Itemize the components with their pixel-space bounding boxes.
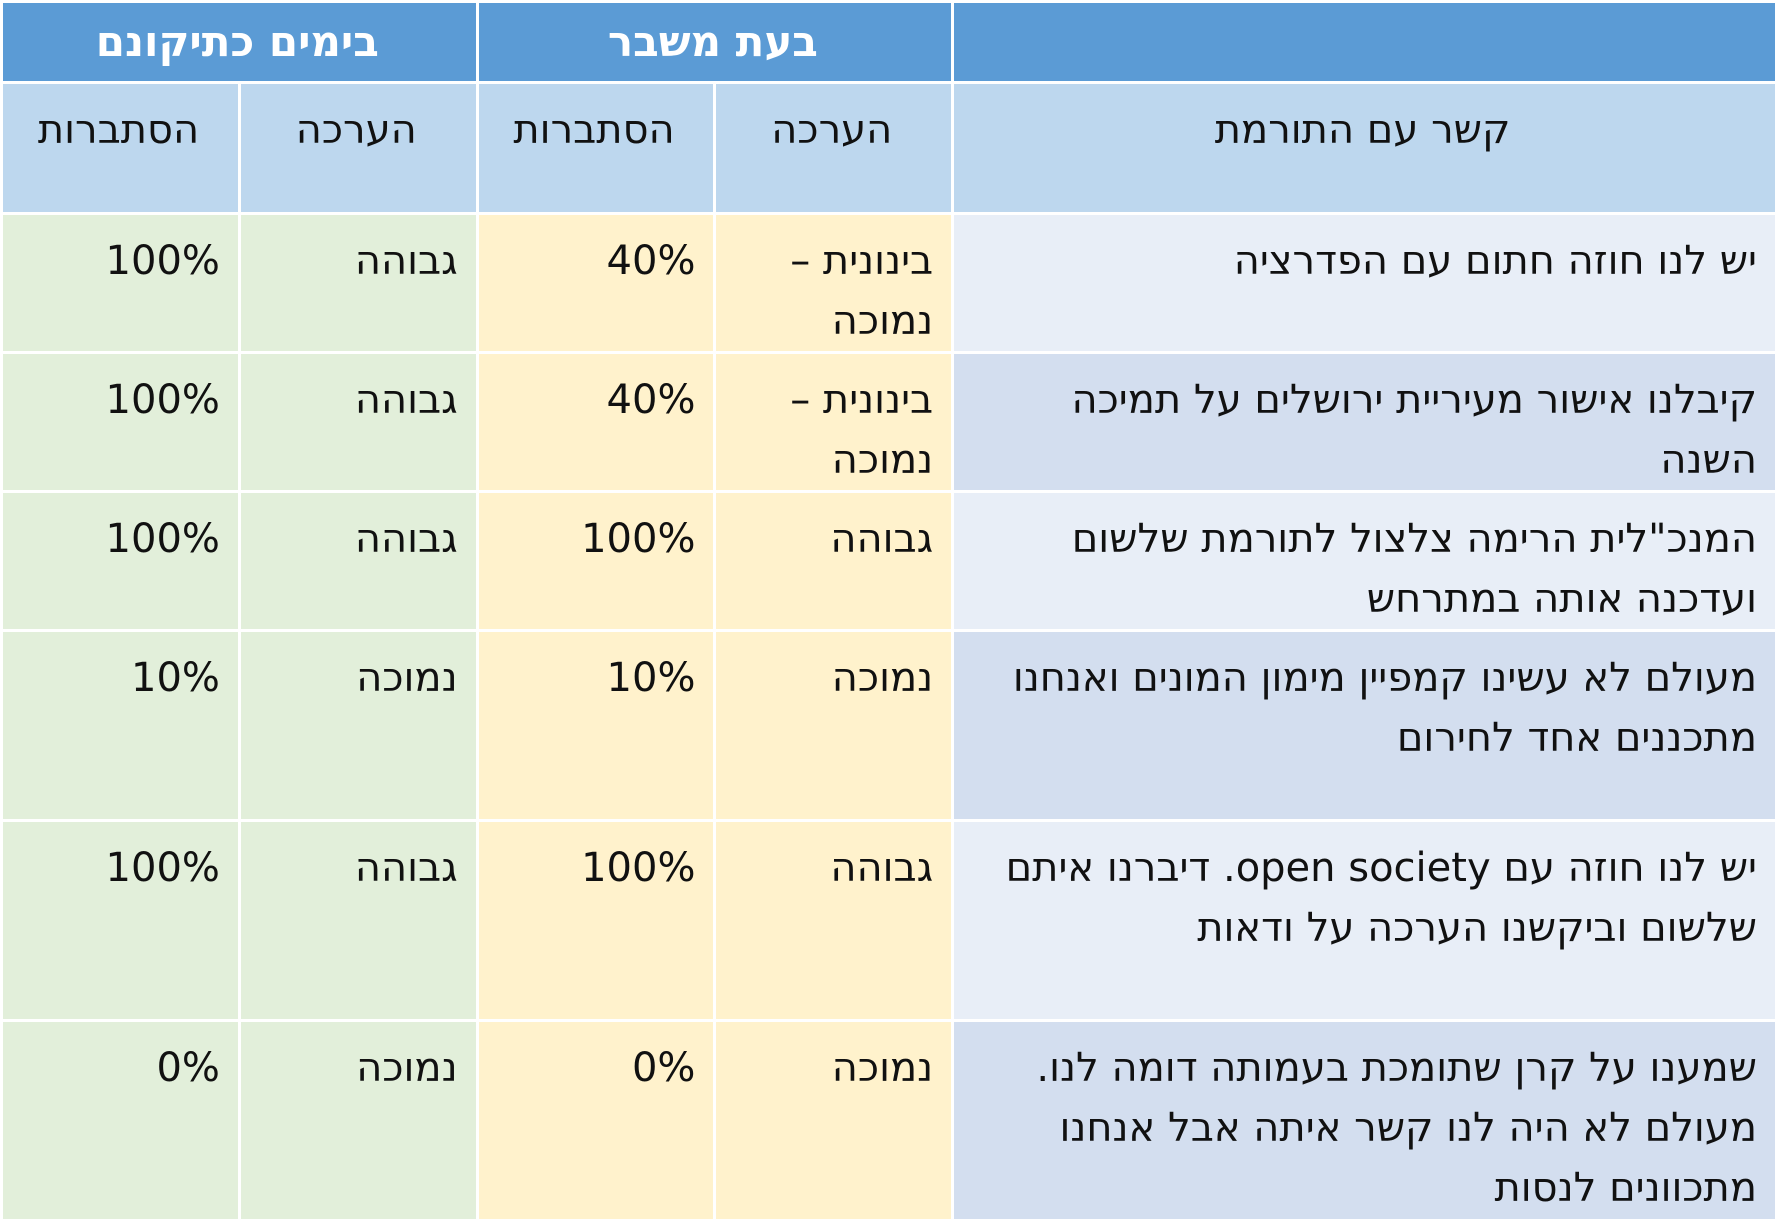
crisis-probability-cell: 0% xyxy=(475,1019,717,1222)
crisis-probability-text: 10% xyxy=(606,655,696,701)
crisis-probability-cell: 100% xyxy=(475,490,717,632)
row-description-text: קיבלנו אישור מעיריית ירושלים על תמיכה הש… xyxy=(1071,377,1757,483)
row-description-text: יש לנו חוזה עם open society. דיברנו איתם… xyxy=(1005,845,1757,951)
table-row: קיבלנו אישור מעיריית ירושלים על תמיכה הש… xyxy=(0,351,1778,493)
crisis-assessment-text: גבוהה xyxy=(830,845,934,891)
table-row: שמענו על קרן שתומכת בעמותה דומה לנו. מעו… xyxy=(0,1019,1778,1222)
normal-probability-cell: 10% xyxy=(0,629,241,822)
table-row: מעולם לא עשינו קמפיין מימון המונים ואנחנ… xyxy=(0,629,1778,822)
crisis-assessment-text: בינונית – נמוכה xyxy=(790,377,934,483)
column-header-row: קשר עם התורמת הערכה הסתברות הערכה הסתברו… xyxy=(0,81,1778,215)
normal-probability-text: 100% xyxy=(105,377,220,423)
crisis-probability-text: 100% xyxy=(581,845,696,891)
crisis-probability-text: 40% xyxy=(606,238,696,284)
normal-probability-text: 100% xyxy=(105,238,220,284)
header-normal-assessment-label: הערכה xyxy=(295,107,417,153)
normal-probability-text: 100% xyxy=(105,845,220,891)
crisis-assessment-cell: נמוכה xyxy=(713,1019,955,1222)
row-description-text: יש לנו חוזה חתום עם הפדרציה xyxy=(1233,238,1757,284)
table-row: יש לנו חוזה עם open society. דיברנו איתם… xyxy=(0,819,1778,1022)
crisis-assessment-cell: בינונית – נמוכה xyxy=(713,351,955,493)
normal-probability-text: 0% xyxy=(156,1045,220,1091)
header-crisis-probability: הסתברות xyxy=(475,81,717,215)
crisis-probability-cell: 100% xyxy=(475,819,717,1022)
normal-probability-cell: 100% xyxy=(0,819,241,1022)
row-description: יש לנו חוזה עם open society. דיברנו איתם… xyxy=(951,819,1778,1022)
crisis-probability-cell: 10% xyxy=(475,629,717,822)
table-row: המנכ"לית הרימה צלצול לתורמת שלשום ועדכנה… xyxy=(0,490,1778,632)
group-normal-label: בימים כתיקונם xyxy=(95,17,379,66)
table-row: יש לנו חוזה חתום עם הפדרציה בינונית – נמ… xyxy=(0,212,1778,354)
normal-assessment-cell: גבוהה xyxy=(237,819,479,1022)
header-crisis-assessment-label: הערכה xyxy=(771,107,893,153)
header-connection-label: קשר עם התורמת xyxy=(1214,107,1511,153)
normal-assessment-text: גבוהה xyxy=(354,516,458,562)
header-connection: קשר עם התורמת xyxy=(951,81,1778,215)
crisis-probability-text: 40% xyxy=(606,377,696,423)
normal-assessment-cell: גבוהה xyxy=(237,351,479,493)
crisis-assessment-cell: נמוכה xyxy=(713,629,955,822)
normal-assessment-cell: גבוהה xyxy=(237,212,479,354)
crisis-assessment-cell: גבוהה xyxy=(713,490,955,632)
row-description: קיבלנו אישור מעיריית ירושלים על תמיכה הש… xyxy=(951,351,1778,493)
crisis-assessment-cell: בינונית – נמוכה xyxy=(713,212,955,354)
crisis-assessment-text: בינונית – נמוכה xyxy=(790,238,934,344)
normal-assessment-cell: גבוהה xyxy=(237,490,479,632)
row-description: שמענו על קרן שתומכת בעמותה דומה לנו. מעו… xyxy=(951,1019,1778,1222)
crisis-assessment-text: גבוהה xyxy=(830,516,934,562)
normal-assessment-text: גבוהה xyxy=(354,377,458,423)
normal-probability-text: 100% xyxy=(105,516,220,562)
crisis-probability-text: 100% xyxy=(581,516,696,562)
row-description: המנכ"לית הרימה צלצול לתורמת שלשום ועדכנה… xyxy=(951,490,1778,632)
group-header-crisis: בעת משבר xyxy=(475,0,955,84)
crisis-probability-cell: 40% xyxy=(475,212,717,354)
row-description-text: שמענו על קרן שתומכת בעמותה דומה לנו. מעו… xyxy=(1036,1045,1757,1211)
normal-assessment-text: נמוכה xyxy=(356,655,458,701)
crisis-assessment-cell: גבוהה xyxy=(713,819,955,1022)
row-description: יש לנו חוזה חתום עם הפדרציה xyxy=(951,212,1778,354)
group-header-row: בעת משבר בימים כתיקונם xyxy=(0,0,1778,84)
header-normal-probability: הסתברות xyxy=(0,81,241,215)
group-header-empty xyxy=(951,0,1778,84)
row-description-text: מעולם לא עשינו קמפיין מימון המונים ואנחנ… xyxy=(1012,655,1757,761)
crisis-probability-cell: 40% xyxy=(475,351,717,493)
group-header-normal: בימים כתיקונם xyxy=(0,0,479,84)
header-crisis-assessment: הערכה xyxy=(713,81,955,215)
header-normal-assessment: הערכה xyxy=(237,81,479,215)
row-description: מעולם לא עשינו קמפיין מימון המונים ואנחנ… xyxy=(951,629,1778,822)
crisis-assessment-text: נמוכה xyxy=(831,655,934,701)
header-crisis-probability-label: הסתברות xyxy=(513,107,675,153)
normal-probability-text: 10% xyxy=(131,655,220,701)
row-description-text: המנכ"לית הרימה צלצול לתורמת שלשום ועדכנה… xyxy=(1071,516,1757,622)
crisis-assessment-text: נמוכה xyxy=(831,1045,934,1091)
normal-assessment-text: נמוכה xyxy=(356,1045,458,1091)
normal-probability-cell: 0% xyxy=(0,1019,241,1222)
normal-probability-cell: 100% xyxy=(0,212,241,354)
header-normal-probability-label: הסתברות xyxy=(37,107,200,153)
normal-probability-cell: 100% xyxy=(0,490,241,632)
normal-assessment-text: גבוהה xyxy=(354,845,458,891)
normal-assessment-cell: נמוכה xyxy=(237,1019,479,1222)
normal-probability-cell: 100% xyxy=(0,351,241,493)
normal-assessment-text: גבוהה xyxy=(354,238,458,284)
normal-assessment-cell: נמוכה xyxy=(237,629,479,822)
group-crisis-label: בעת משבר xyxy=(607,17,818,66)
crisis-probability-text: 0% xyxy=(631,1045,696,1091)
